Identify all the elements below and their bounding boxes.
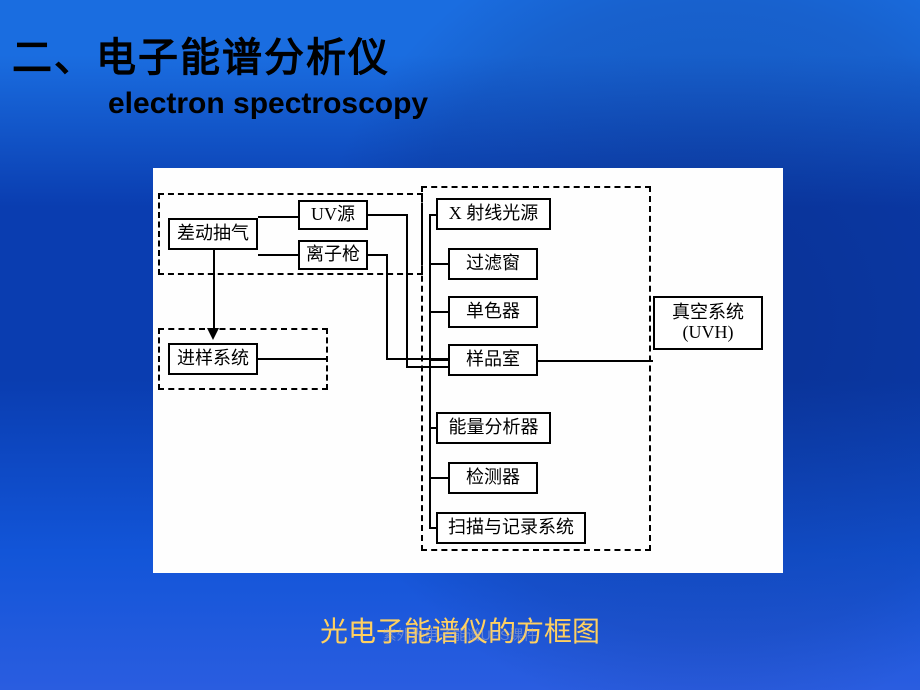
connector-line xyxy=(429,427,436,429)
node-label: 真空系统 xyxy=(672,303,744,323)
connector-line xyxy=(213,250,215,328)
node-inject: 进样系统 xyxy=(168,343,258,375)
title-chinese: 二、电子能谱分析仪 xyxy=(12,25,428,83)
connector-line xyxy=(429,527,436,529)
connector-line xyxy=(258,254,298,256)
connector-line xyxy=(429,359,448,361)
node-filter: 过滤窗 xyxy=(448,248,538,280)
title-english: electron spectroscopy xyxy=(108,87,428,121)
node-label: (UVH) xyxy=(683,323,734,343)
node-analyzer: 能量分析器 xyxy=(436,412,551,444)
connector-line xyxy=(258,358,328,360)
node-iongun: 离子枪 xyxy=(298,240,368,270)
connector-line xyxy=(406,366,448,368)
diagram-container: 差动抽气 UV源离子枪进样系统 X 射线光源过滤窗单色器样品室能量分析器检测器扫描与… xyxy=(153,168,783,573)
connector-line xyxy=(429,214,431,529)
connector-line xyxy=(429,311,448,313)
node-xray: X 射线光源 xyxy=(436,198,551,230)
connector-line xyxy=(406,214,408,368)
node-detector: 检测器 xyxy=(448,462,538,494)
arrow-down-icon xyxy=(207,328,219,340)
node-diffpump: 差动抽气 xyxy=(168,218,258,250)
title-area: 二、电子能谱分析仪 electron spectroscopy xyxy=(0,25,428,121)
connector-line xyxy=(429,477,448,479)
connector-line xyxy=(368,254,388,256)
flowchart-diagram: 差动抽气 UV源离子枪进样系统 X 射线光源过滤窗单色器样品室能量分析器检测器扫描与… xyxy=(153,168,783,573)
connector-line xyxy=(429,214,436,216)
connector-line xyxy=(386,254,388,360)
node-vacuum: 真空系统(UVH) xyxy=(653,296,763,350)
node-scan: 扫描与记录系统 xyxy=(436,512,586,544)
node-mono: 单色器 xyxy=(448,296,538,328)
connector-line xyxy=(538,360,653,362)
connector-line xyxy=(258,216,298,218)
slide-footer: 紫外光电子能谱UPS课件 xyxy=(0,625,920,645)
node-uv: UV源 xyxy=(298,200,368,230)
connector-line xyxy=(368,214,408,216)
node-sample: 样品室 xyxy=(448,344,538,376)
connector-line xyxy=(429,263,448,265)
